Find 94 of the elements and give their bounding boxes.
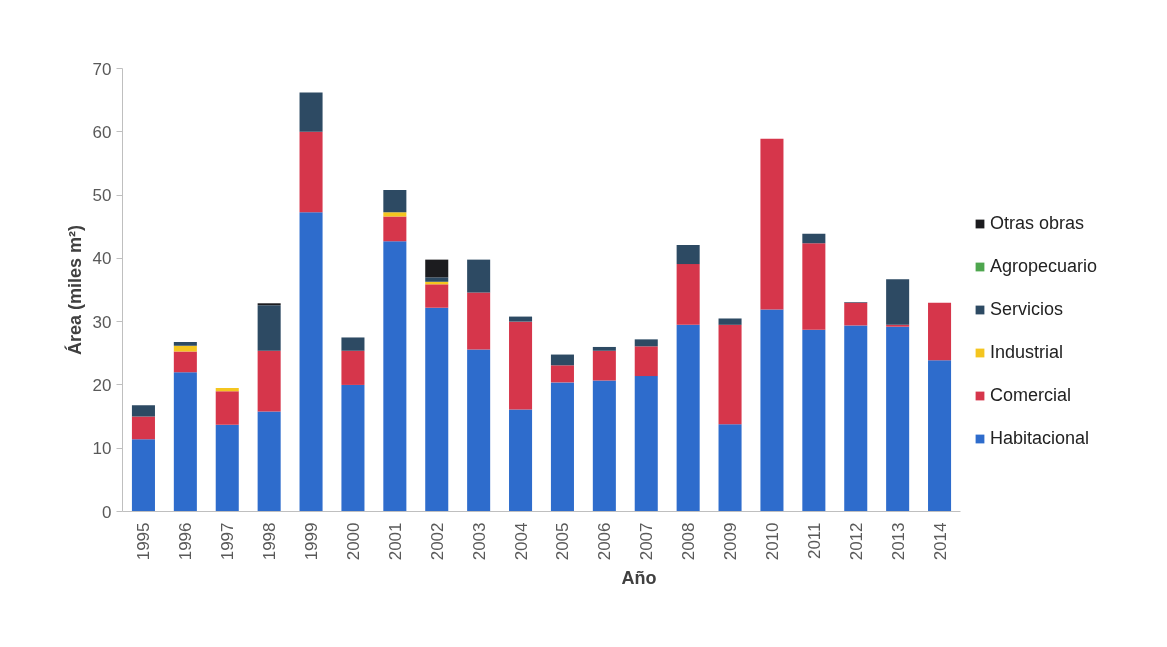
bar	[215, 388, 239, 392]
bar	[257, 305, 281, 351]
bar	[550, 382, 574, 512]
bar	[131, 439, 155, 512]
bar	[341, 384, 365, 512]
bar	[467, 292, 491, 350]
bar	[509, 409, 533, 512]
y-tick-label: 0	[102, 502, 112, 522]
x-tick-label: 1999	[302, 522, 322, 561]
x-tick-label: 1998	[260, 522, 280, 561]
y-tick-label: 70	[92, 59, 112, 79]
bar	[425, 259, 449, 278]
bar	[718, 324, 742, 425]
bar	[299, 92, 323, 132]
bar	[928, 360, 952, 512]
bar	[760, 138, 784, 310]
x-tick-label: 2000	[343, 522, 363, 561]
bar	[676, 245, 700, 265]
x-tick-label: 1996	[176, 522, 196, 561]
y-axis-title: Área (miles m²)	[63, 224, 85, 356]
y-tick-label: 30	[92, 312, 112, 332]
legend-label: Habitacional	[990, 428, 1090, 449]
x-tick-label: 2002	[427, 522, 447, 561]
bar	[634, 346, 658, 377]
bar	[550, 365, 574, 383]
y-tick-label: 10	[92, 439, 112, 459]
bar	[299, 131, 323, 213]
x-tick-label: 2009	[721, 522, 741, 561]
bar	[425, 307, 449, 512]
bar	[844, 302, 868, 326]
bar	[634, 376, 658, 512]
bar	[425, 284, 449, 308]
x-tick-label: 2014	[930, 522, 950, 561]
bar	[341, 337, 365, 351]
legend-label: Otras obras	[990, 213, 1085, 234]
x-tick-label: 1995	[134, 522, 154, 561]
bar	[215, 424, 239, 512]
bar	[928, 302, 952, 361]
bar	[592, 350, 616, 381]
bar	[467, 349, 491, 512]
bar	[592, 380, 616, 512]
bar	[634, 339, 658, 347]
bar	[676, 324, 700, 512]
x-tick-label: 2012	[846, 522, 866, 561]
legend-label: Industrial	[990, 342, 1064, 363]
bar	[760, 309, 784, 512]
bar	[299, 212, 323, 512]
bar	[592, 346, 616, 351]
bar	[173, 341, 197, 346]
bar	[509, 316, 533, 322]
x-tick-label: 2011	[804, 522, 824, 560]
x-axis-title: Año	[621, 568, 657, 589]
bar	[383, 190, 407, 213]
bar	[509, 321, 533, 410]
x-tick-label: 2007	[637, 522, 657, 561]
x-tick-label: 2013	[888, 522, 908, 561]
bar	[383, 241, 407, 512]
x-tick-label: 1997	[218, 522, 238, 561]
bar	[718, 424, 742, 512]
y-tick-label: 60	[92, 122, 112, 142]
bar	[215, 391, 239, 425]
bar	[131, 405, 155, 417]
x-tick-label: 2005	[553, 522, 573, 561]
bar	[131, 416, 155, 440]
legend-label: Agropecuario	[990, 256, 1098, 277]
bar	[802, 243, 826, 330]
bar	[425, 277, 449, 282]
x-tick-label: 2006	[595, 522, 615, 561]
bar	[383, 212, 407, 217]
bar	[718, 318, 742, 325]
legend-label: Servicios	[990, 299, 1064, 320]
bar	[844, 325, 868, 512]
bar	[550, 354, 574, 366]
legend-label: Comercial	[990, 385, 1072, 406]
bar	[802, 329, 826, 512]
x-tick-label: 2004	[511, 522, 531, 561]
y-tick-label: 50	[92, 186, 112, 206]
bar	[802, 233, 826, 244]
bar	[676, 264, 700, 325]
bar	[341, 350, 365, 385]
bar	[383, 216, 407, 242]
x-tick-label: 2003	[469, 522, 489, 561]
y-tick-label: 20	[92, 375, 112, 395]
x-tick-label: 2001	[385, 522, 405, 561]
x-tick-label: 2008	[679, 522, 699, 561]
x-tick-label: 2010	[762, 522, 782, 561]
bar	[257, 411, 281, 512]
bar	[467, 259, 491, 293]
bar	[886, 326, 910, 512]
bar	[173, 351, 197, 373]
bar	[173, 372, 197, 512]
bar	[886, 279, 910, 325]
y-tick-label: 40	[92, 249, 112, 269]
bar	[257, 350, 281, 412]
